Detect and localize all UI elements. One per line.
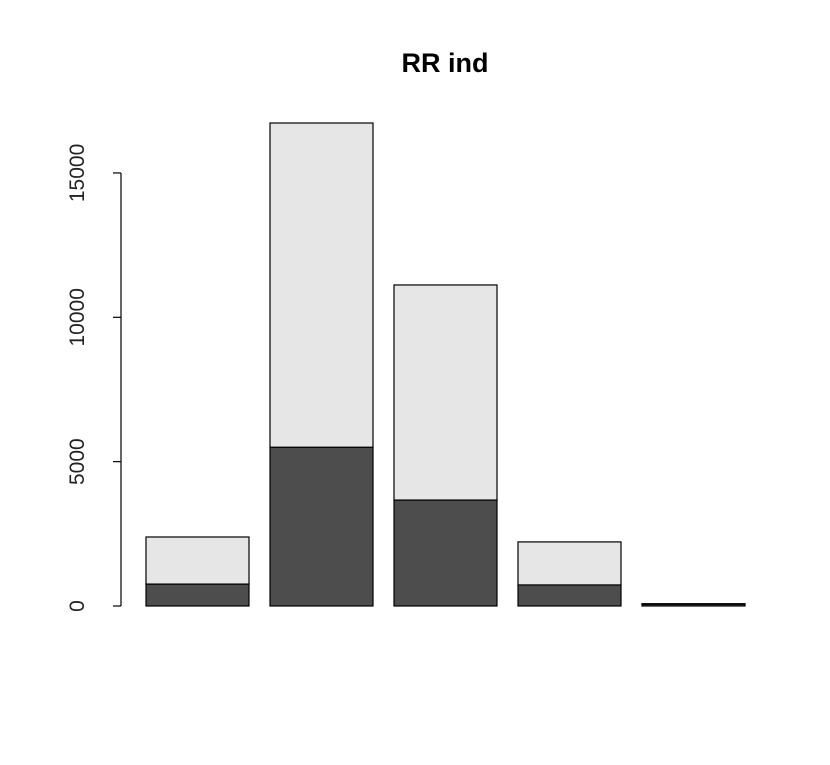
y-tick-label: 5000	[66, 438, 89, 485]
bar-segment	[269, 122, 374, 448]
bar-segment	[517, 541, 622, 586]
bar-segment	[517, 584, 622, 607]
bar-segment	[145, 536, 250, 585]
bar-segment	[393, 499, 498, 607]
chart-title: RR ind	[402, 48, 489, 78]
y-tick-label: 15000	[66, 144, 89, 202]
bar-segment	[393, 284, 498, 501]
y-tick-label: 10000	[66, 288, 89, 346]
y-tick-label: 0	[66, 600, 89, 612]
bar-segment	[641, 603, 746, 605]
bar-segment	[269, 446, 374, 607]
bar-segment	[145, 583, 250, 607]
